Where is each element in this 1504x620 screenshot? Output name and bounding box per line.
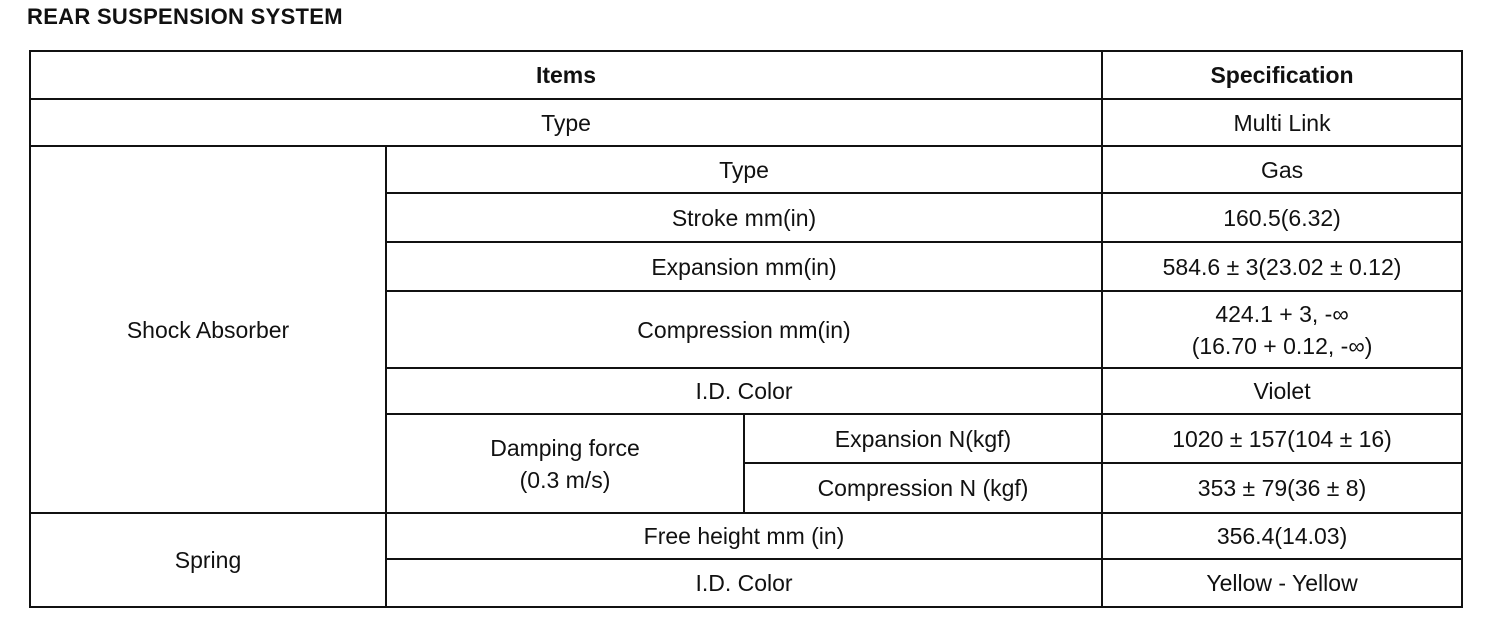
header-row: Items Specification bbox=[28, 50, 1464, 100]
table-row: Shock Absorber Type Gas bbox=[29, 145, 1464, 514]
spring-id-color-value: Yellow - Yellow bbox=[1101, 558, 1464, 608]
shock-absorber-label: Shock Absorber bbox=[29, 145, 387, 514]
table-row: Compression N (kgf) 353 ± 79(36 ± 8) bbox=[30, 462, 1464, 514]
table-row: Spring Free height mm (in) 356.4(14.03) bbox=[29, 512, 1464, 608]
table-row: Compression mm(in) 424.1 + 3, -∞ (16.70 … bbox=[30, 290, 1464, 369]
damping-force-label: Damping force (0.3 m/s) bbox=[385, 413, 745, 514]
page-title: REAR SUSPENSION SYSTEM bbox=[27, 4, 343, 29]
table-row: Damping force (0.3 m/s) Expansion N(kgf)… bbox=[30, 413, 1464, 514]
damping-expansion-value: 1020 ± 157(104 ± 16) bbox=[1101, 413, 1464, 464]
table-row: I.D. Color Yellow - Yellow bbox=[30, 558, 1464, 608]
compression-value-line1: 424.1 + 3, -∞ bbox=[1215, 300, 1349, 327]
damping-compression-value: 353 ± 79(36 ± 8) bbox=[1101, 462, 1464, 514]
damping-compression-label: Compression N (kgf) bbox=[742, 462, 1104, 514]
shock-id-color-value: Violet bbox=[1101, 367, 1464, 415]
shock-id-color-label: I.D. Color bbox=[384, 367, 1104, 415]
compression-value: 424.1 + 3, -∞ (16.70 + 0.12, -∞) bbox=[1101, 290, 1464, 369]
damping-force-line1: Damping force bbox=[490, 434, 640, 461]
damping-expansion-label: Expansion N(kgf) bbox=[742, 413, 1104, 464]
table-row: Stroke mm(in) 160.5(6.32) bbox=[30, 192, 1464, 243]
type-value: Multi Link bbox=[1101, 98, 1464, 147]
type-label: Type bbox=[28, 98, 1104, 147]
items-header: Items bbox=[28, 50, 1104, 100]
shock-type-label: Type bbox=[384, 145, 1104, 194]
expansion-label: Expansion mm(in) bbox=[384, 241, 1104, 292]
table-row: Expansion mm(in) 584.6 ± 3(23.02 ± 0.12) bbox=[30, 241, 1464, 292]
spring-label: Spring bbox=[29, 512, 387, 608]
rear-suspension-spec-table: Items Specification Type Multi Link Shoc… bbox=[28, 50, 1464, 608]
compression-label: Compression mm(in) bbox=[384, 290, 1104, 369]
table-row: I.D. Color Violet bbox=[30, 367, 1464, 415]
expansion-value: 584.6 ± 3(23.02 ± 0.12) bbox=[1101, 241, 1464, 292]
stroke-value: 160.5(6.32) bbox=[1101, 192, 1464, 243]
specification-header: Specification bbox=[1101, 50, 1464, 100]
free-height-label: Free height mm (in) bbox=[384, 512, 1104, 560]
table-row: Type Multi Link bbox=[28, 98, 1464, 147]
stroke-label: Stroke mm(in) bbox=[384, 192, 1104, 243]
damping-force-line2: (0.3 m/s) bbox=[519, 466, 611, 493]
spring-id-color-label: I.D. Color bbox=[384, 558, 1104, 608]
compression-value-line2: (16.70 + 0.12, -∞) bbox=[1191, 332, 1373, 359]
shock-type-value: Gas bbox=[1101, 145, 1464, 194]
free-height-value: 356.4(14.03) bbox=[1101, 512, 1464, 560]
